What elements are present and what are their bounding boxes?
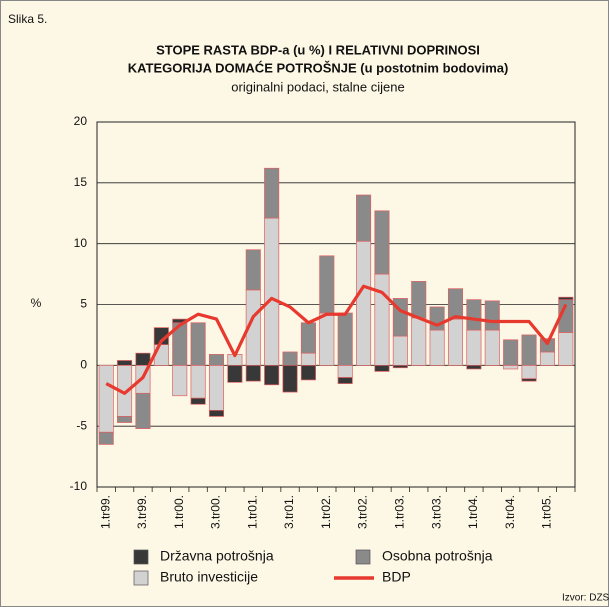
bar-segment	[466, 329, 482, 366]
bar-segment	[208, 354, 225, 366]
bar-segment	[521, 364, 537, 380]
bar-segment	[208, 410, 225, 417]
bar-segment	[245, 249, 261, 291]
bar-segment	[374, 273, 390, 366]
bar-segment	[135, 392, 151, 429]
bar-segment	[539, 338, 555, 353]
legend-label: BDP	[382, 569, 411, 585]
x-tick-label: 3.tr04.	[503, 495, 517, 529]
bar-segment	[337, 364, 353, 378]
y-tick-label: 5	[80, 297, 87, 311]
bar-segment	[466, 299, 482, 331]
bar-segment	[300, 364, 316, 381]
y-tick-label: 15	[74, 175, 88, 189]
x-tick-label: 3.tr02.	[356, 495, 370, 529]
y-tick-label: 20	[74, 114, 88, 128]
x-tick-label: 3.tr00.	[209, 495, 223, 529]
bar-segment	[98, 364, 114, 433]
bar-segment	[356, 240, 372, 366]
y-tick-label: 10	[74, 236, 88, 250]
bar-segment	[521, 334, 537, 366]
bar-segment	[337, 312, 353, 366]
bar-segment	[300, 352, 316, 366]
bar-segment	[208, 364, 225, 411]
y-tick-label: -5	[76, 418, 87, 432]
bar-segment	[484, 300, 500, 331]
bar-segment	[190, 364, 206, 399]
x-tick-label: 1.tr03.	[393, 495, 407, 529]
bar-segment	[190, 397, 206, 405]
bar-segment	[392, 364, 408, 369]
bar-segment	[319, 312, 335, 366]
bar-segment	[447, 318, 464, 366]
bar-segment	[558, 332, 574, 366]
source: Izvor: DZS	[562, 593, 609, 604]
bar-segment	[484, 329, 500, 366]
bar-segment	[264, 364, 280, 386]
legend-swatch	[133, 549, 149, 565]
bar-segment	[282, 364, 298, 393]
bar-segment	[282, 351, 298, 366]
x-tick-label: 3.tr03.	[429, 495, 443, 529]
line	[105, 284, 568, 395]
bar-segment	[374, 364, 390, 372]
chart-subtitle: originalni podaci, stalne cijene	[231, 79, 404, 94]
legend-swatch	[133, 570, 149, 586]
y-axis-label: %	[31, 296, 42, 310]
bar-segment	[392, 335, 408, 366]
bar-segment	[521, 378, 537, 382]
bar-segment	[447, 288, 464, 320]
bar-segment	[356, 194, 372, 242]
x-tick-label: 3.tr99.	[135, 495, 149, 529]
bar-segment	[300, 322, 316, 354]
legend-label: Bruto investicije	[160, 569, 258, 585]
bar-segment	[337, 377, 353, 384]
bar-segment	[503, 339, 519, 366]
legend-label: Državna potrošnja	[160, 548, 274, 564]
legend-swatch	[355, 549, 371, 565]
bar-segment	[245, 364, 261, 382]
bar-segment	[374, 210, 390, 275]
legend-label: Osobna potrošnja	[382, 548, 493, 564]
bar-segment	[190, 322, 206, 366]
chart-title: KATEGORIJA DOMAĆE POTROŠNJE (u postotnim…	[128, 60, 509, 75]
bar-segment	[172, 364, 188, 397]
bar-segment	[429, 329, 445, 366]
x-tick-label: 1.tr01.	[245, 495, 259, 529]
bar-segment	[227, 364, 243, 383]
bar-segment	[264, 167, 280, 219]
bar-segment	[319, 255, 335, 314]
y-tick-label: 0	[80, 358, 87, 372]
bar-segment	[558, 296, 574, 300]
bar-segment	[411, 317, 427, 366]
x-tick-label: 3.tr01.	[282, 495, 296, 529]
bar-segment	[98, 431, 114, 445]
x-tick-label: 1.tr04.	[466, 495, 480, 529]
x-tick-label: 1.tr02.	[319, 495, 333, 529]
bar-segment	[135, 352, 151, 366]
y-tick-label: -10	[70, 479, 88, 493]
bar-segment	[117, 416, 133, 423]
bar-segment	[539, 351, 555, 366]
x-tick-label: 1.tr99.	[98, 495, 112, 529]
x-tick-label: 1.tr00.	[172, 495, 186, 529]
figure-label: Slika 5.	[8, 12, 47, 26]
bar-segment	[503, 364, 519, 370]
bar-segment	[264, 217, 280, 366]
x-tick-label: 1.tr05.	[540, 495, 554, 529]
bar-segment	[466, 364, 482, 370]
bar-segment	[117, 360, 133, 366]
chart-title: STOPE RASTA BDP-a (u %) I RELATIVNI DOPR…	[156, 42, 480, 57]
bar-segment	[411, 281, 427, 319]
